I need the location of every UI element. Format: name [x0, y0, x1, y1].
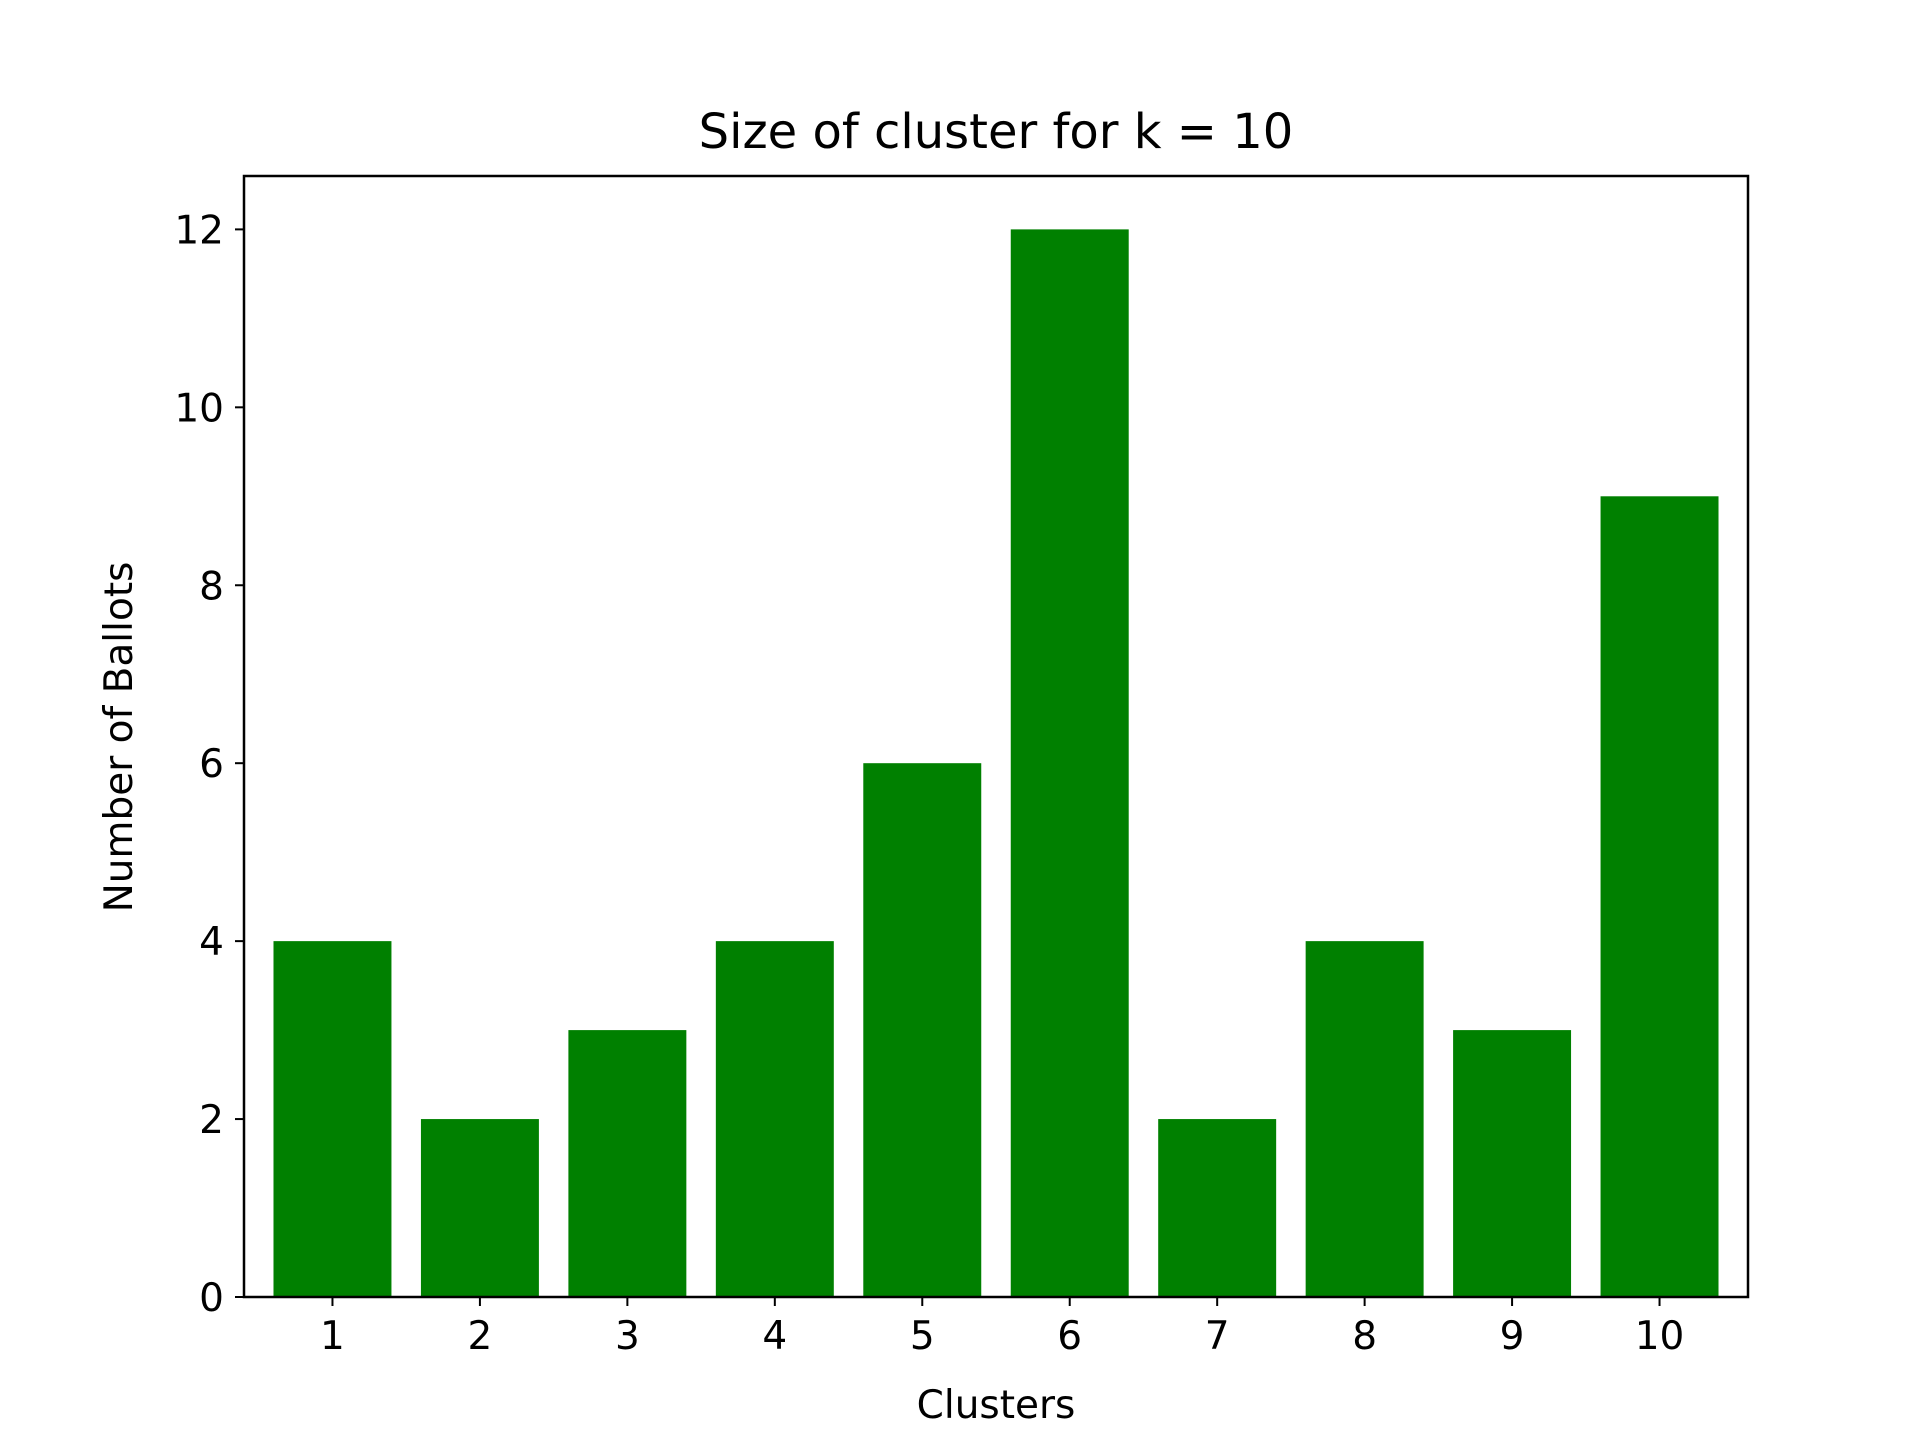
x-tick-label: 3 [615, 1314, 640, 1359]
bars-group [273, 229, 1719, 1297]
bar-cluster-6 [1010, 229, 1129, 1297]
bar-cluster-2 [420, 1119, 539, 1297]
bar-cluster-10 [1600, 496, 1719, 1297]
x-tick-label: 1 [320, 1314, 345, 1359]
x-axis-ticks: 1 2 3 4 5 6 7 8 9 10 [320, 1297, 1684, 1359]
chart-title: Size of cluster for k = 10 [699, 104, 1294, 160]
y-tick-label: 2 [199, 1098, 224, 1143]
bar-cluster-1 [273, 941, 392, 1297]
y-tick-label: 10 [174, 386, 224, 431]
plot-frame [242, 174, 1750, 1299]
y-tick-label: 4 [199, 920, 224, 965]
x-tick-label: 9 [1500, 1314, 1525, 1359]
y-tick-label: 6 [199, 742, 224, 787]
x-axis-label: Clusters [917, 1383, 1076, 1428]
x-tick-label: 6 [1057, 1314, 1082, 1359]
x-tick-label: 7 [1205, 1314, 1230, 1359]
bar-cluster-3 [568, 1030, 687, 1297]
x-tick-label: 10 [1635, 1314, 1685, 1359]
bar-cluster-7 [1158, 1119, 1277, 1297]
y-tick-label: 12 [174, 208, 224, 253]
x-tick-label: 5 [910, 1314, 935, 1359]
x-tick-label: 8 [1352, 1314, 1377, 1359]
bar-cluster-8 [1305, 941, 1424, 1297]
y-axis-ticks: 0 2 4 6 8 10 12 [174, 208, 244, 1321]
y-axis-label: Number of Ballots [97, 562, 142, 913]
y-tick-label: 0 [199, 1276, 224, 1321]
x-tick-label: 2 [468, 1314, 493, 1359]
bar-cluster-5 [863, 763, 982, 1297]
y-tick-label: 8 [199, 564, 224, 609]
x-tick-label: 4 [762, 1314, 787, 1359]
bar-cluster-9 [1453, 1030, 1572, 1297]
bar-cluster-4 [715, 941, 834, 1297]
